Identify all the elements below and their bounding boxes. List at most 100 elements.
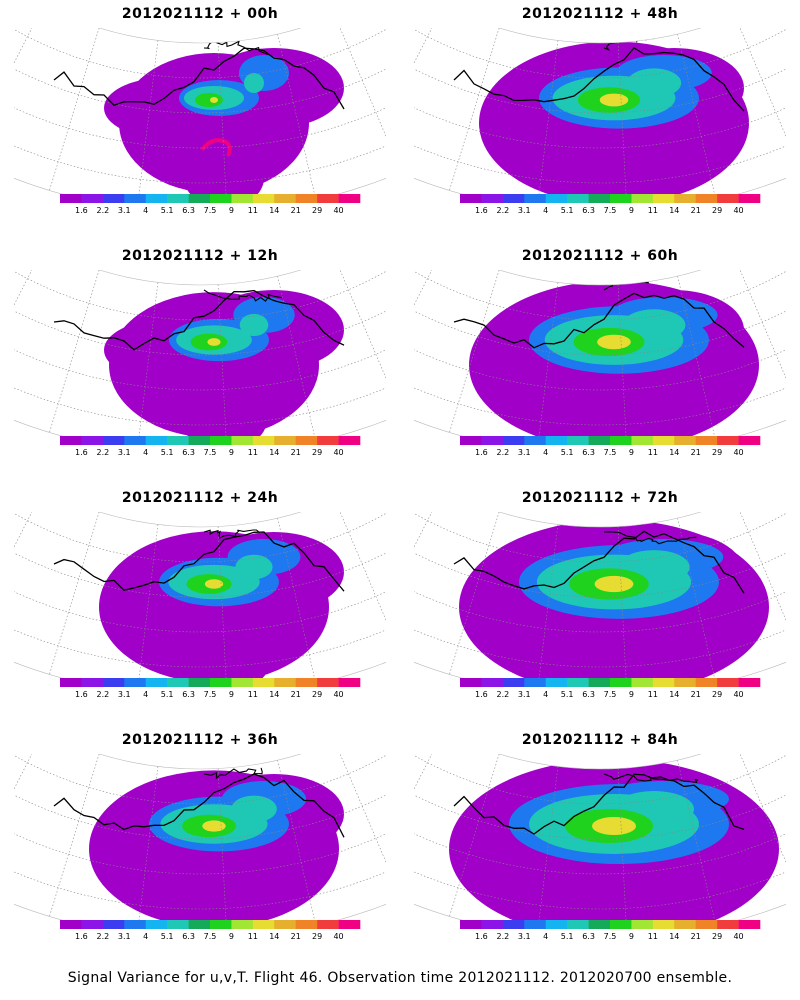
colorbar-swatch — [460, 678, 482, 687]
map-border — [14, 28, 386, 196]
variance-contour — [202, 820, 226, 832]
colorbar-swatch — [102, 194, 125, 203]
meridian-line — [217, 526, 228, 680]
meridian-line — [217, 284, 228, 438]
colorbar-swatch — [652, 194, 675, 203]
colorbar-label: 6.3 — [582, 206, 595, 215]
colorbar-label: 40 — [333, 206, 343, 215]
parallel-line — [14, 57, 386, 149]
colorbar-swatch — [524, 194, 547, 203]
variance-contour — [622, 309, 686, 341]
meridian-line — [277, 518, 317, 680]
colorbar-label: 2.2 — [496, 448, 509, 457]
colorbar-label: 29 — [312, 690, 322, 699]
variance-contour — [626, 68, 682, 98]
colorbar-label: 11 — [648, 448, 658, 457]
parallel-line — [14, 754, 386, 805]
colorbar-swatch — [545, 920, 568, 929]
colorbar-label: 40 — [333, 932, 343, 941]
colorbar-label: 1.6 — [475, 690, 488, 699]
parallel-line — [14, 28, 386, 79]
colorbar-label: 14 — [669, 690, 679, 699]
colorbar-label: 7.5 — [204, 206, 217, 215]
meridian-line — [136, 766, 159, 922]
colorbar-swatch — [317, 436, 339, 445]
colorbar-swatch — [188, 678, 211, 687]
colorbar-label: 9 — [229, 448, 234, 457]
colorbar-swatch — [695, 920, 718, 929]
coastline — [53, 773, 345, 838]
colorbar-label: 3.1 — [118, 690, 131, 699]
colorbar-label: 2.2 — [96, 932, 109, 941]
variance-contour — [597, 334, 631, 350]
colorbar-label: 7.5 — [204, 690, 217, 699]
colorbar-label: 29 — [712, 690, 722, 699]
parallel-line — [414, 29, 786, 114]
colorbar-swatch — [588, 194, 611, 203]
arctic-islands — [203, 40, 269, 56]
map-panel: 2012021112 + 60h 1.6 2.2 3.1 4 5.1 6.3 7.5 9 11 14… — [400, 242, 800, 484]
meridian-line — [617, 526, 628, 680]
variance-map — [14, 512, 386, 680]
colorbar-swatch — [631, 678, 654, 687]
colorbar-swatch — [524, 436, 547, 445]
colorbar: 1.6 2.2 3.1 4 5.1 6.3 7.5 9 11 14 21 29 40 — [60, 194, 361, 215]
arctic-islands — [603, 531, 697, 545]
colorbar-label: 2.2 — [96, 690, 109, 699]
colorbar-swatch — [124, 920, 147, 929]
colorbar-label: 14 — [669, 932, 679, 941]
meridian-line — [14, 28, 44, 158]
meridian-line — [414, 754, 444, 884]
map-border — [14, 512, 386, 680]
parallel-line — [414, 28, 786, 79]
colorbar-swatch — [338, 436, 361, 445]
colorbar-label: 9 — [629, 932, 634, 941]
colorbar-swatch — [502, 194, 525, 203]
colorbar-label: 4 — [543, 690, 548, 699]
colorbar-label: 11 — [248, 448, 258, 457]
colorbar: 1.6 2.2 3.1 4 5.1 6.3 7.5 9 11 14 21 29 40 — [460, 436, 761, 457]
colorbar-label: 21 — [691, 206, 701, 215]
variance-map — [414, 512, 786, 680]
variance-contour — [207, 338, 221, 346]
colorbar-swatch — [210, 678, 232, 687]
colorbar-swatch — [252, 920, 275, 929]
meridian-line — [414, 28, 444, 158]
meridian-line — [734, 754, 786, 899]
colorbar-label: 29 — [712, 448, 722, 457]
observation-track — [200, 138, 232, 157]
parallel-line — [14, 755, 386, 840]
colorbar-label: 3.1 — [518, 932, 531, 941]
variance-contour — [239, 313, 269, 337]
colorbar-swatch — [610, 194, 632, 203]
meridian-line — [449, 270, 500, 433]
map-panel: 2012021112 + 24h 1.6 2.2 3.1 4 5.1 6.3 7.5 9 11 14… — [0, 484, 400, 726]
meridian-line — [617, 284, 628, 438]
colorbar-label: 40 — [333, 448, 343, 457]
colorbar-label: 7.5 — [204, 932, 217, 941]
colorbar-swatch — [460, 920, 482, 929]
colorbar-label: 4 — [143, 448, 148, 457]
colorbar-swatch — [167, 678, 189, 687]
colorbar-swatch — [167, 920, 189, 929]
map-border — [414, 512, 786, 680]
colorbar-label: 1.6 — [75, 690, 88, 699]
colorbar-label: 7.5 — [604, 690, 617, 699]
colorbar-label: 11 — [648, 690, 658, 699]
colorbar-label: 11 — [648, 206, 658, 215]
colorbar-swatch — [295, 436, 318, 445]
colorbar-swatch — [610, 436, 632, 445]
colorbar-swatch — [295, 678, 318, 687]
colorbar-label: 7.5 — [604, 206, 617, 215]
colorbar-label: 29 — [312, 448, 322, 457]
colorbar-swatch — [567, 920, 589, 929]
parallel-line — [414, 299, 786, 391]
variance-contour — [235, 554, 273, 580]
meridian-line — [617, 768, 628, 922]
colorbar-swatch — [610, 678, 632, 687]
colorbar-label: 5.1 — [561, 448, 574, 457]
variance-map — [414, 754, 786, 922]
variance-contour — [244, 73, 264, 93]
colorbar-swatch — [717, 678, 739, 687]
colorbar-swatch — [545, 194, 568, 203]
